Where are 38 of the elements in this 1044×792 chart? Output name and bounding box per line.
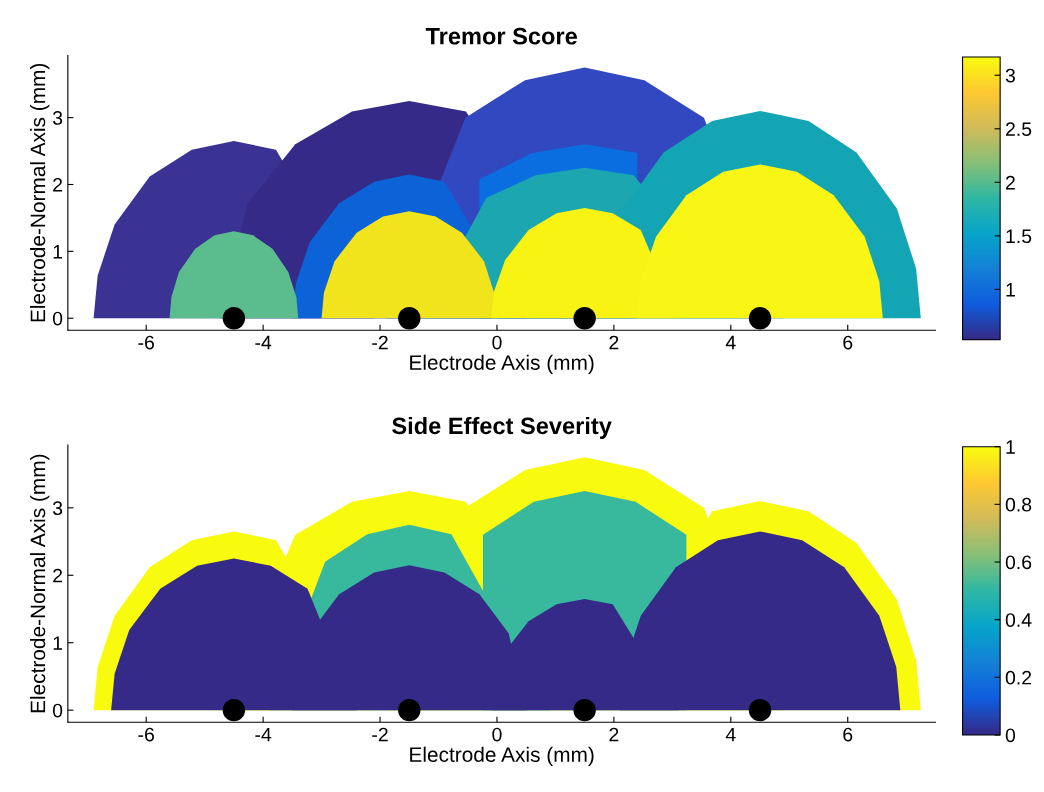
x-tick-label: 4 bbox=[725, 335, 736, 350]
chart-title: Side Effect Severity bbox=[392, 416, 612, 439]
x-tick-label: 6 bbox=[843, 335, 853, 350]
y-tick-label: 0 bbox=[52, 311, 63, 326]
y-tick-label: 1 bbox=[53, 636, 63, 650]
y-axis-title: Electrode-Normal Axis (mm) bbox=[29, 63, 50, 322]
color-bar-label: 2.5 bbox=[1005, 122, 1032, 137]
x-tick-label: -6 bbox=[138, 727, 154, 742]
y-tick-label: 2 bbox=[53, 568, 63, 583]
x-tick-label: 2 bbox=[609, 335, 619, 350]
y-axis-title: Electrode-Normal Axis (mm) bbox=[29, 454, 50, 713]
x-tick-label: -4 bbox=[255, 727, 272, 742]
color-bar-label: 1 bbox=[1006, 440, 1015, 454]
y-tick-label: 3 bbox=[52, 111, 63, 125]
x-tick-label: -4 bbox=[255, 335, 272, 350]
y-tick-label: 3 bbox=[52, 501, 63, 516]
color-bar-label: 0.8 bbox=[1005, 497, 1032, 512]
color-bar-label: 0.6 bbox=[1005, 555, 1032, 570]
chart-title: Tremor Score bbox=[425, 27, 577, 45]
y-tick-label: 2 bbox=[53, 177, 63, 192]
color-bar-label: 3 bbox=[1005, 68, 1015, 83]
x-tick-label: 4 bbox=[725, 727, 736, 742]
y-tick-label: 0 bbox=[52, 703, 63, 718]
x-axis-title: Electrode Axis (mm) bbox=[410, 746, 594, 767]
x-tick-label: 0 bbox=[492, 335, 502, 350]
x-tick-label: -2 bbox=[372, 727, 388, 742]
color-bar-label: 1 bbox=[1006, 283, 1015, 297]
color-bar-label: 2 bbox=[1005, 175, 1015, 190]
x-tick-label: 6 bbox=[843, 727, 853, 742]
x-tick-label: -2 bbox=[372, 335, 388, 350]
color-bar-label: 1.5 bbox=[1006, 229, 1032, 244]
x-tick-label: 0 bbox=[492, 727, 502, 742]
x-tick-label: -6 bbox=[138, 335, 154, 350]
y-tick-label: 1 bbox=[53, 245, 63, 259]
color-bar-label: 0.2 bbox=[1005, 670, 1032, 685]
color-bar-label: 0.4 bbox=[1005, 613, 1032, 627]
x-axis-title: Electrode Axis (mm) bbox=[410, 354, 594, 375]
x-tick-label: 2 bbox=[609, 727, 619, 742]
